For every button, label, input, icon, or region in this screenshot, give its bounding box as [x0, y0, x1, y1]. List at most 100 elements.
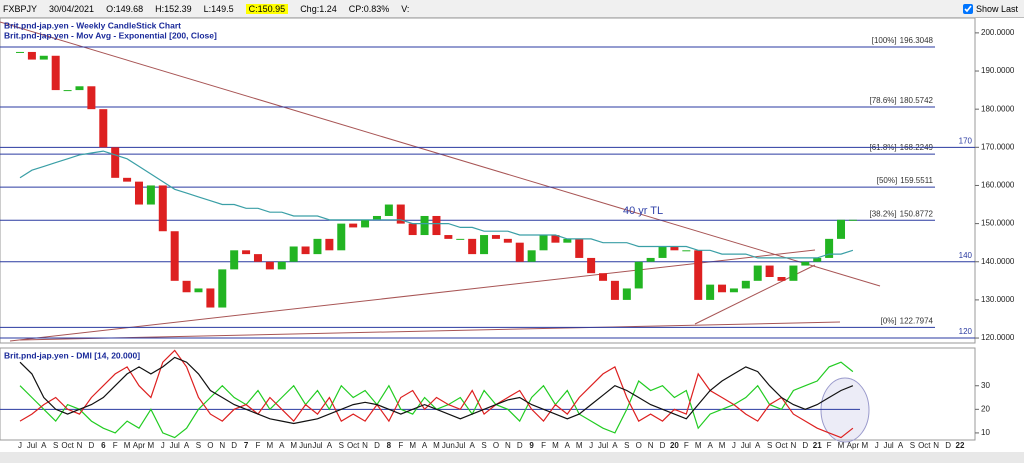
candle: [158, 185, 167, 232]
level-label: 170: [959, 136, 973, 145]
ema-legend: Brit.pnd-jap.yen - Mov Avg - Exponential…: [4, 30, 217, 40]
fib-label: [100%] 196.3048: [872, 36, 934, 45]
candle: [468, 238, 477, 255]
candle: [432, 215, 441, 236]
candle: [265, 261, 274, 270]
low: L:149.5: [203, 3, 234, 14]
x-tick-label: A: [279, 441, 285, 450]
symbol: FXBPJY: [3, 3, 38, 14]
candle: [718, 284, 727, 293]
fib-label: [50%] 159.5511: [877, 176, 934, 185]
x-tick-label: A: [707, 441, 713, 450]
x-tick-label: F: [113, 441, 118, 450]
x-tick-label: M: [861, 441, 868, 450]
candle: [372, 215, 381, 220]
x-tick-label: S: [339, 441, 344, 450]
header-bar: FXBPJY 30/04/2021 O:149.68 H:152.39 L:14…: [0, 0, 1024, 18]
candle: [610, 280, 619, 300]
candle: [575, 238, 584, 258]
x-tick-label: A: [565, 441, 571, 450]
x-tick-label: Jun: [442, 441, 455, 450]
candle: [837, 219, 846, 239]
annotation: 40 yr TL: [623, 205, 663, 217]
candle: [587, 257, 596, 274]
candle: [123, 177, 132, 182]
x-tick-label: F: [256, 441, 261, 450]
y-tick-label: 30: [981, 381, 990, 390]
candle: [848, 219, 857, 221]
fib-name: [100%]: [872, 36, 897, 45]
x-tick-label: A: [469, 441, 475, 450]
show-last-label: Show Last: [975, 3, 1018, 14]
candle: [420, 215, 429, 236]
x-tick-label: J: [875, 441, 879, 450]
candle: [527, 250, 536, 262]
x-tick-label: D: [374, 441, 380, 450]
x-tick-label: Jun: [299, 441, 312, 450]
x-tick-label: M: [409, 441, 416, 450]
x-tick-label: A: [184, 441, 190, 450]
x-tick-label: A: [755, 441, 761, 450]
candle: [396, 204, 405, 224]
x-tick-label: M: [719, 441, 726, 450]
x-tick-label: A: [612, 441, 618, 450]
candle: [753, 265, 762, 281]
x-tick-label: D: [945, 441, 951, 450]
candle: [242, 250, 251, 255]
y-tick-label: 20: [981, 404, 990, 413]
candle: [39, 55, 48, 60]
candle: [325, 238, 334, 251]
x-tick-label: D: [660, 441, 666, 450]
x-tick-label: A: [41, 441, 47, 450]
x-tick-label: D: [231, 441, 237, 450]
open: O:149.68: [106, 3, 144, 14]
candle: [313, 238, 322, 255]
x-tick-label: S: [624, 441, 629, 450]
show-last-checkbox[interactable]: [962, 3, 973, 14]
fib-value: 159.5511: [900, 176, 933, 185]
x-tick-label: J: [732, 441, 736, 450]
x-tick-label: 7: [244, 441, 249, 450]
candle: [634, 261, 643, 289]
scrollbar[interactable]: [0, 452, 1024, 463]
fib-value: 180.5742: [900, 96, 934, 105]
x-tick-label: Apr: [133, 441, 146, 450]
candle: [27, 51, 36, 60]
candle: [301, 246, 310, 255]
candle: [170, 231, 179, 281]
fib-label: [0%] 122.7974: [881, 316, 934, 325]
x-tick-label: M: [267, 441, 274, 450]
candle: [765, 265, 774, 278]
ema-line: [19, 150, 854, 259]
trend-line: [19, 321, 841, 341]
chart: Brit.pnd-jap.yen - Weekly CandleStick Ch…: [0, 18, 1024, 463]
x-tick-label: 9: [529, 441, 534, 450]
candle: [75, 86, 84, 91]
x-tick-label: N: [77, 441, 83, 450]
x-tick-label: Jul: [741, 441, 751, 450]
x-tick-label: D: [802, 441, 808, 450]
y-tick-label: 10: [981, 428, 990, 437]
show-last[interactable]: Show Last: [962, 3, 1018, 14]
date: 30/04/2021: [49, 3, 95, 14]
x-tick-label: S: [196, 441, 201, 450]
candle: [194, 288, 203, 293]
x-tick-label: F: [541, 441, 546, 450]
candle: [182, 280, 191, 293]
x-tick-label: A: [327, 441, 333, 450]
x-tick-label: F: [827, 441, 832, 450]
candle: [825, 238, 834, 258]
x-tick-label: Apr: [847, 441, 860, 450]
y-tick-label: 120.0000: [981, 333, 1015, 342]
x-tick-label: M: [433, 441, 440, 450]
x-tick-label: Oct: [347, 441, 360, 450]
y-tick-label: 130.0000: [981, 295, 1015, 304]
candle: [111, 147, 120, 178]
candle: [646, 257, 655, 262]
change: Chg:1.24: [300, 3, 337, 14]
x-tick-label: F: [398, 441, 403, 450]
x-tick-label: 8: [387, 441, 392, 450]
x-tick-label: M: [695, 441, 702, 450]
candle: [706, 284, 715, 300]
